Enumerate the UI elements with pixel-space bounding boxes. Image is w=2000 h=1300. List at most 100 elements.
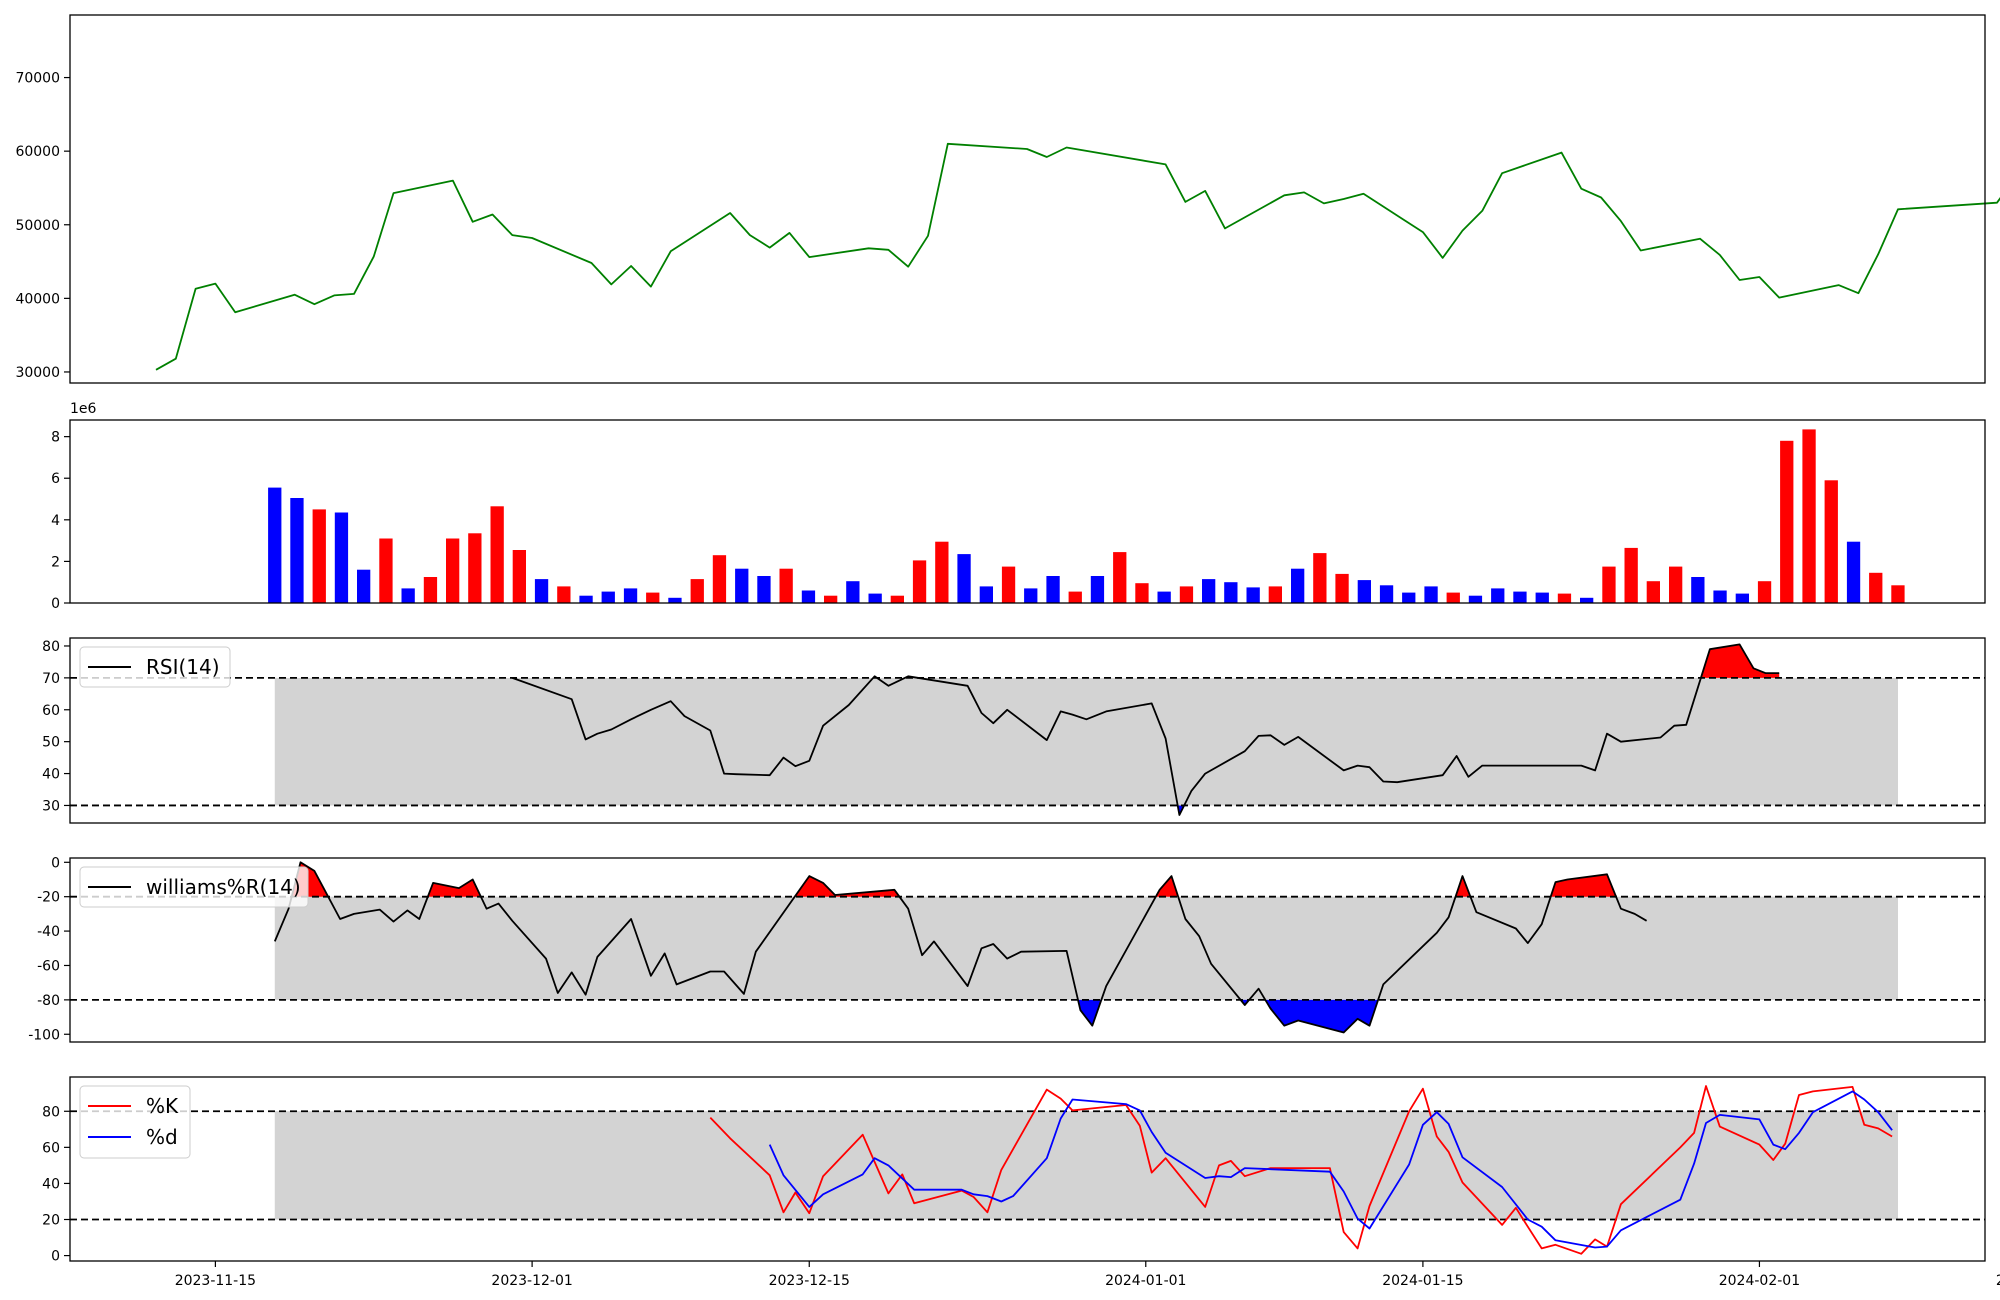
volume-tick-label: 0 [51,596,60,612]
williams-tick-label: -40 [37,924,60,940]
volume-bar [268,487,282,603]
volume-bar [1780,440,1794,603]
volume-tick-label: 4 [51,513,60,529]
volume-bar [1357,580,1371,603]
volume-bar [1157,591,1171,603]
price-tick-label: 40000 [15,291,60,307]
williams-oversold-fill [1078,999,1102,1026]
volume-bar [890,595,904,603]
williams-tick-label: -80 [37,993,60,1009]
stochastic-legend-label: %d [146,1125,178,1149]
rsi-axes [69,637,1986,824]
volume-bar [1602,566,1616,603]
volume-bar [1224,582,1238,603]
volume-bar [601,591,615,603]
volume-bar [1513,591,1527,603]
volume-bar [490,506,504,603]
volume-bar [690,579,704,603]
stochastic-series-0-line [709,1085,1893,1255]
stochastic-tick-label: 60 [42,1140,60,1156]
volume-bar [1291,568,1305,603]
volume-bar [468,533,482,603]
stochastic-legend-label: %K [146,1094,179,1118]
volume-bar [935,541,949,603]
volume-bar [1891,585,1905,603]
rsi-tick-label: 30 [42,798,60,814]
volume-bar [1424,586,1438,603]
rsi-plot [70,643,1985,816]
x-tick-label: 2024-01-15 [1382,1273,1463,1289]
volume-bar [1757,581,1772,603]
williams-tick-label: -20 [37,890,60,906]
rsi-legend-label: RSI(14) [146,655,220,679]
williams-band [274,896,1899,1000]
volume-bar [1824,480,1838,603]
williams-series-line [273,861,1648,1034]
volume-bar [534,579,549,603]
volume-bar [646,592,660,603]
stochastic-axes [69,1076,1986,1262]
volume-bar [290,498,304,603]
volume-bar [979,586,993,603]
volume-bar [779,568,793,603]
price-tick-label: 60000 [15,144,60,160]
volume-bar [1735,593,1749,603]
williams-tick-label: 0 [51,855,60,871]
rsi-tick-label: 70 [42,671,60,687]
volume-bar [357,569,371,603]
volume-bar [379,538,393,603]
rsi-legend: RSI(14) [79,646,231,688]
volume-bar [423,577,438,603]
volume-bar [1869,572,1883,603]
price-axes [69,14,1986,384]
volume-bar [957,554,971,603]
volume-bar [1535,592,1549,603]
volume-bar [1669,566,1683,603]
volume-bar [1646,581,1660,603]
volume-bar [1046,576,1060,603]
volume-bar [1624,547,1638,603]
williams-axes [69,857,1986,1043]
volume-bar [801,590,816,603]
rsi-series-line [511,643,1780,816]
volume-bar [1557,593,1572,603]
williams-legend-box [79,866,309,908]
volume-bar [757,576,771,603]
stochastic-tick-label: 80 [42,1104,60,1120]
volume-bar [1246,587,1260,603]
volume-bar [1135,583,1149,603]
rsi-band [274,677,1899,806]
volume-bar [1202,579,1216,603]
williams-oversold-fill [1265,999,1379,1033]
volume-bar [1491,588,1505,603]
stochastic-tick-label: 20 [42,1213,60,1229]
williams-overbought-fill [1455,876,1471,897]
stochastic-legend-box [79,1085,191,1159]
williams-legend-label: williams%R(14) [146,875,301,899]
volume-bar [1379,585,1394,603]
x-tick-label: 2023-12-15 [769,1273,850,1289]
volume-tick-label: 2 [51,554,60,570]
rsi-tick-label: 50 [42,735,60,751]
volume-bar [557,586,571,603]
x-tick-label: 2024-02-01 [1719,1273,1800,1289]
x-tick-label: 2023-12-01 [491,1273,572,1289]
volume-bar [846,581,860,603]
x-tick-label: 2023-11-15 [175,1273,256,1289]
volume-bar [1580,597,1594,603]
volume-bar [446,538,460,603]
volume-tick-label: 8 [51,430,60,446]
volume-bar [1846,541,1861,603]
volume-bar [1313,553,1327,603]
volume-bar [623,588,638,603]
volume-bar [1179,586,1194,603]
rsi-legend-box [79,646,231,688]
stochastic-tick-label: 40 [42,1176,60,1192]
williams-plot [70,861,1985,1034]
volume-bar [312,509,326,603]
rsi-overbought-fill [1700,644,1780,678]
volume-bar [512,550,526,603]
volume-bar [1001,566,1016,603]
volume-bar [735,568,749,603]
price-tick-label: 30000 [15,365,60,381]
